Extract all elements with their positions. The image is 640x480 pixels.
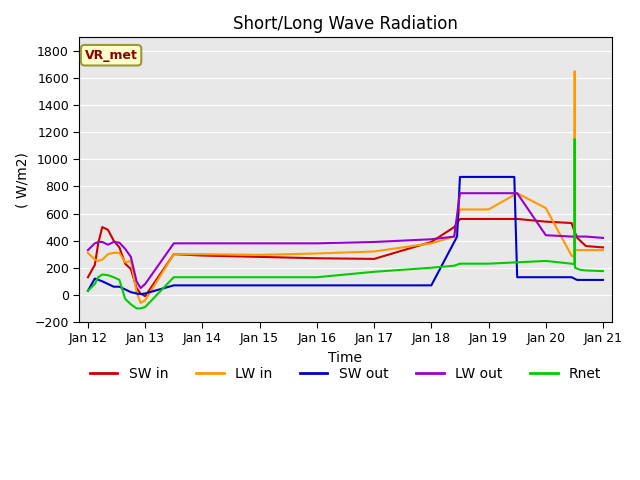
Legend: SW in, LW in, SW out, LW out, Rnet: SW in, LW in, SW out, LW out, Rnet	[84, 361, 607, 386]
Text: VR_met: VR_met	[84, 48, 138, 62]
Title: Short/Long Wave Radiation: Short/Long Wave Radiation	[233, 15, 458, 33]
Y-axis label: ( W/m2): ( W/m2)	[15, 152, 29, 207]
X-axis label: Time: Time	[328, 351, 362, 365]
